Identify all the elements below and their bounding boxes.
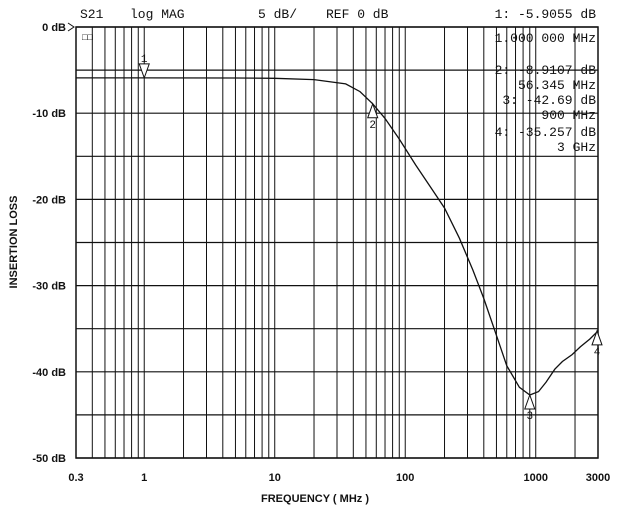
y-axis-label: INSERTION LOSS — [8, 196, 20, 289]
marker-readout-freq: 56.345 MHz — [518, 78, 596, 93]
marker-readout-value: 4: -35.257 dB — [495, 125, 597, 140]
ref-label: REF 0 dB — [326, 7, 389, 22]
ref-arrow-icon — [67, 22, 75, 32]
status-box: □□ — [82, 33, 93, 43]
scale-label: 5 dB/ — [258, 7, 297, 22]
y-tick-label: -10 dB — [32, 108, 66, 120]
x-tick-label: 0.3 — [68, 472, 83, 484]
marker-readout-freq: 900 MHz — [541, 108, 596, 123]
y-tick-label: -50 dB — [32, 453, 66, 465]
marker-number: 3 — [526, 411, 533, 423]
marker-triangle-icon — [367, 102, 379, 119]
marker-readout-freq: 3 GHz — [557, 140, 596, 155]
marker-readout-value: 2: -8.9107 dB — [495, 63, 597, 78]
marker-triangle-icon — [138, 63, 150, 80]
marker-number: 2 — [369, 120, 376, 132]
x-tick-label: 3000 — [586, 472, 610, 484]
marker-readout-freq: 1.000 000 MHz — [495, 31, 596, 46]
marker-number: 4 — [594, 347, 601, 359]
marker-readout-value: 1: -5.9055 dB — [495, 7, 597, 22]
marker-readout-value: 3: -42.69 dB — [502, 93, 596, 108]
y-tick-label: -20 dB — [32, 194, 66, 206]
trace-line — [76, 77, 599, 396]
format-label: log MAG — [130, 7, 185, 22]
y-tick-label: -30 dB — [32, 281, 66, 293]
marker-triangle-icon — [591, 329, 603, 346]
x-tick-label: 100 — [396, 472, 414, 484]
x-tick-label: 1000 — [523, 472, 547, 484]
marker-number: 1 — [141, 54, 148, 66]
x-tick-label: 1 — [141, 472, 147, 484]
y-tick-label: -40 dB — [32, 367, 66, 379]
x-axis-label: FREQUENCY ( MHz ) — [261, 493, 369, 505]
y-tick-label: 0 dB — [42, 22, 66, 34]
trace-label: S21 — [80, 7, 104, 22]
x-tick-label: 10 — [269, 472, 281, 484]
marker-triangle-icon — [524, 393, 536, 410]
